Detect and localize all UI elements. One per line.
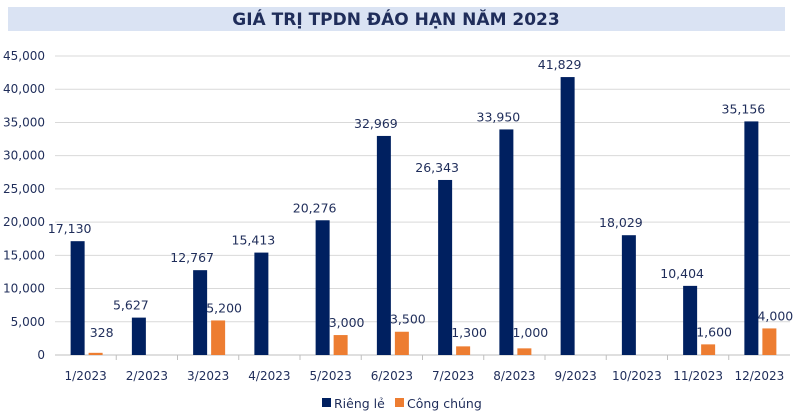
x-tick-label: 1/2023 [65,369,107,383]
data-label: 26,343 [415,160,459,175]
data-label: 3,000 [329,315,365,330]
data-label: 32,969 [354,116,398,131]
bar-cong-chung [333,335,348,355]
x-tick-label: 11/2023 [673,369,723,383]
bar-cong-chung [762,328,777,355]
data-label: 4,000 [757,308,793,323]
data-label: 328 [90,325,114,340]
bar-cong-chung [517,348,532,355]
data-label: 41,829 [538,57,582,72]
y-tick-label: 30,000 [3,149,45,163]
y-tick-label: 5,000 [11,315,45,329]
y-tick-label: 40,000 [3,82,45,96]
x-tick-label: 9/2023 [555,369,597,383]
y-tick-label: 10,000 [3,282,45,296]
data-label: 15,413 [232,233,276,248]
bar-rieng-le [621,235,636,355]
x-tick-label: 5/2023 [310,369,352,383]
bar-rieng-le [499,129,514,355]
y-tick-label: 25,000 [3,182,45,196]
y-tick-label: 15,000 [3,248,45,262]
bar-rieng-le [438,179,453,355]
data-label: 33,950 [477,109,521,124]
data-label: 5,627 [113,298,149,313]
x-tick-label: 8/2023 [493,369,535,383]
data-label: 1,300 [451,325,487,340]
bar-rieng-le [254,252,269,355]
x-tick-label: 4/2023 [248,369,290,383]
data-label: 1,000 [512,325,548,340]
x-tick-label: 7/2023 [432,369,474,383]
x-tick-label: 10/2023 [612,369,662,383]
bar-cong-chung [88,352,103,355]
data-label: 10,404 [660,266,704,281]
bar-rieng-le [376,135,391,355]
bar-rieng-le [683,285,698,355]
legend-swatch-rieng-le [322,398,331,407]
x-tick-label: 12/2023 [734,369,784,383]
legend-swatch-cong-chung [395,398,404,407]
bar-rieng-le [70,241,85,355]
data-label: 35,156 [722,101,766,116]
title-band [8,7,785,31]
bar-rieng-le [560,77,575,356]
bar-rieng-le [744,121,759,355]
y-tick-label: 45,000 [3,49,45,63]
data-label: 17,130 [48,221,92,236]
data-label: 5,200 [206,300,242,315]
chart-title: GIÁ TRỊ TPDN ĐÁO HẠN NĂM 2023 [232,8,559,30]
x-tick-label: 6/2023 [371,369,413,383]
x-tick-label: 2/2023 [126,369,168,383]
bar-rieng-le [315,220,330,355]
bar-cong-chung [456,346,471,355]
data-label: 3,500 [390,312,426,327]
y-tick-label: 35,000 [3,115,45,129]
y-tick-label: 0 [37,348,45,362]
legend: Riêng lẻ Công chúng [322,396,482,411]
x-tick-label: 3/2023 [187,369,229,383]
legend-label-rieng-le: Riêng lẻ [334,396,385,411]
y-tick-label: 20,000 [3,215,45,229]
data-label: 20,276 [293,200,337,215]
bar-rieng-le [131,317,146,355]
data-label: 18,029 [599,215,643,230]
bar-cong-chung [394,331,409,355]
bar-rieng-le [193,270,208,355]
legend-label-cong-chung: Công chúng [407,396,482,411]
bar-cong-chung [211,320,226,355]
bar-cong-chung [701,344,716,355]
data-label: 12,767 [170,250,214,265]
data-label: 1,600 [696,324,732,339]
